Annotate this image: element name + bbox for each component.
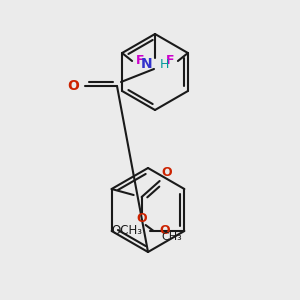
Text: H: H <box>160 58 169 70</box>
Text: O: O <box>159 224 170 238</box>
Text: CH₃: CH₃ <box>162 232 182 242</box>
Text: N: N <box>140 57 152 71</box>
Text: O: O <box>67 79 79 93</box>
Text: F: F <box>166 55 174 68</box>
Text: F: F <box>136 55 144 68</box>
Text: O: O <box>162 166 172 179</box>
Text: O: O <box>136 212 147 226</box>
Text: OCH₃: OCH₃ <box>111 224 142 238</box>
